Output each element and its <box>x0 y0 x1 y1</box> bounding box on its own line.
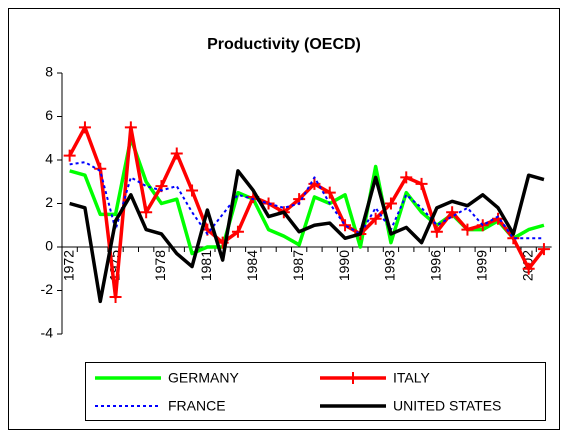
y-tick-label: 0 <box>45 238 53 254</box>
point-marker <box>124 121 137 134</box>
point-marker <box>170 147 183 160</box>
legend-box <box>85 362 546 421</box>
point-marker <box>231 225 244 238</box>
point-marker <box>415 177 428 190</box>
point-marker <box>186 184 199 197</box>
legend-marker <box>347 372 359 384</box>
point-marker <box>492 212 505 225</box>
point-marker <box>140 206 153 219</box>
y-tick-label: -2 <box>41 281 54 297</box>
x-tick-label: 1984 <box>244 250 260 281</box>
x-tick-label: 1999 <box>473 250 489 281</box>
point-marker <box>78 121 91 134</box>
point-marker <box>522 262 535 275</box>
x-tick-label: 1990 <box>336 250 352 281</box>
point-marker <box>369 212 382 225</box>
point-marker <box>461 223 474 236</box>
point-marker <box>323 186 336 199</box>
point-marker <box>94 162 107 175</box>
x-tick-label: 1993 <box>382 250 398 281</box>
y-tick-label: 4 <box>45 151 53 167</box>
legend-label: ITALY <box>393 370 430 386</box>
point-marker <box>537 243 550 256</box>
chart-title: Productivity (OECD) <box>207 36 361 53</box>
y-tick-label: 6 <box>45 107 53 123</box>
point-marker <box>339 219 352 232</box>
chart-frame <box>8 8 560 430</box>
point-marker <box>63 149 76 162</box>
point-marker <box>109 291 122 304</box>
point-marker <box>400 171 413 184</box>
point-marker <box>430 225 443 238</box>
x-tick-label: 1996 <box>428 250 444 281</box>
legend-label: UNITED STATES <box>393 398 501 414</box>
point-marker <box>384 197 397 210</box>
x-tick-label: 1972 <box>60 250 76 281</box>
legend-label: FRANCE <box>168 398 226 414</box>
y-tick-label: 2 <box>45 194 53 210</box>
series-line <box>69 161 544 240</box>
series-line <box>68 125 546 299</box>
point-marker <box>446 206 459 219</box>
series-line <box>69 169 545 304</box>
y-tick-label: -4 <box>41 325 54 341</box>
y-tick-label: 8 <box>45 64 53 80</box>
x-tick-label: 1981 <box>198 250 214 281</box>
x-tick-label: 1987 <box>290 250 306 281</box>
legend-label: GERMANY <box>168 370 239 386</box>
point-marker <box>262 197 275 210</box>
x-tick-label: 1978 <box>152 250 168 281</box>
